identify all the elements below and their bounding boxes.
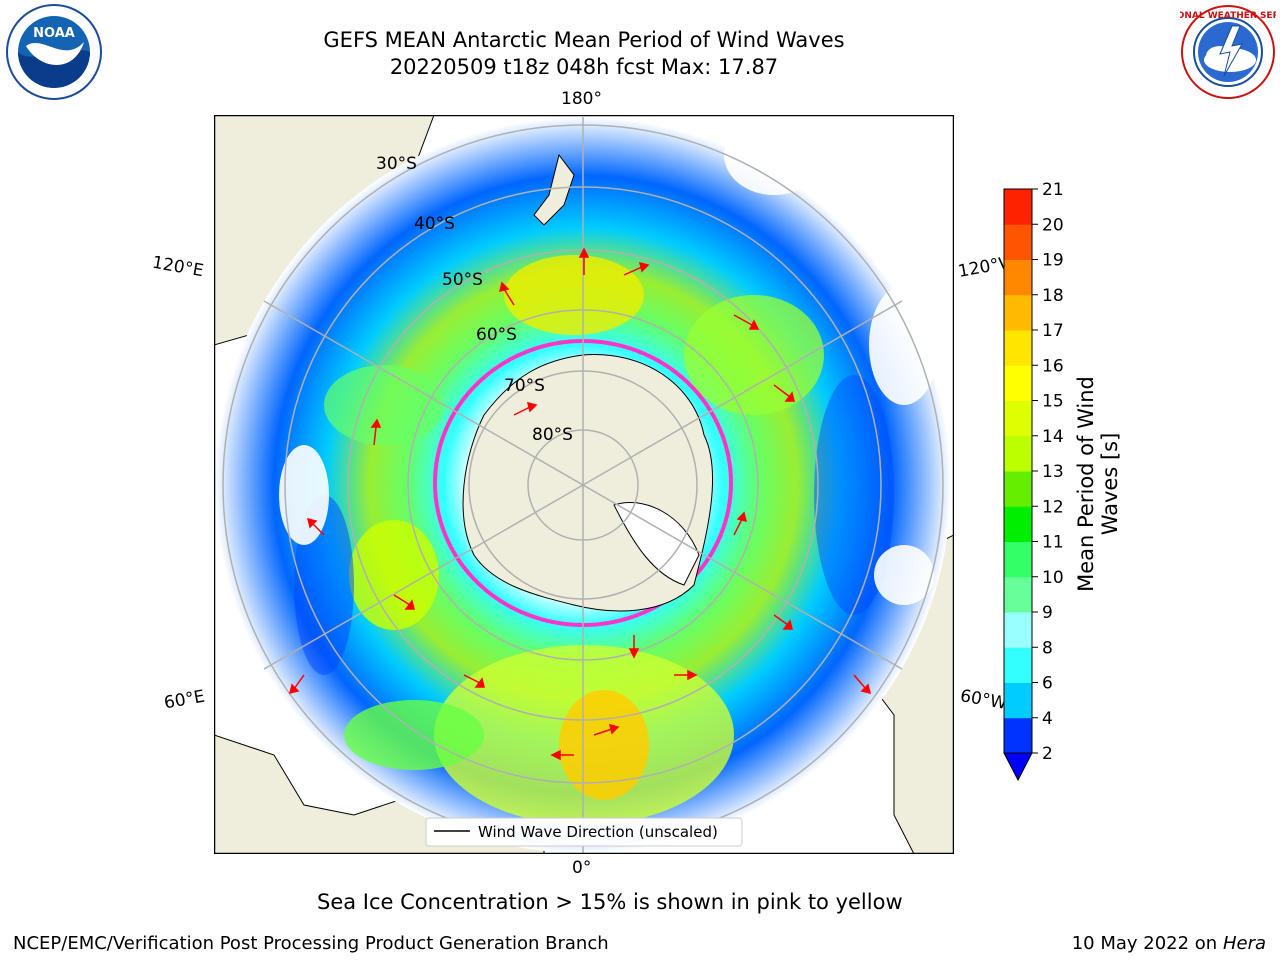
colorbar-label: Mean Period of Wind Waves [s]	[1074, 376, 1122, 592]
lat-label-60: 60°S	[476, 325, 517, 345]
lon-label-180: 180°	[561, 89, 602, 109]
nws-logo: NATIONAL WEATHER SERVICE	[1180, 5, 1276, 99]
footer-date: 10 May 2022 on Hera	[1072, 933, 1266, 954]
map-legend: Wind Wave Direction (unscaled)	[425, 817, 743, 847]
colorbar-swatch	[1004, 365, 1032, 401]
land-new-zealand	[533, 153, 575, 226]
colorbar-tick-label: 2	[1042, 744, 1053, 764]
colorbar-tick-label: 11	[1042, 533, 1064, 553]
lon-label-120e: 120°E	[150, 252, 206, 282]
graticule	[222, 117, 944, 853]
colorbar-tick-label: 19	[1042, 251, 1064, 271]
colorbar-swatch	[1004, 435, 1032, 472]
colorbar-swatch	[1004, 541, 1032, 578]
colorbar-tick-label: 18	[1042, 286, 1064, 306]
lat-label-70: 70°S	[504, 376, 545, 396]
colorbar-tick-label: 15	[1042, 392, 1064, 412]
colorbar-tick-label: 4	[1042, 709, 1053, 729]
lon-label-60e: 60°E	[162, 686, 207, 714]
plot-subtitle: 20220509 t18z 048h fcst Max: 17.87	[389, 55, 779, 79]
colorbar-swatch	[1004, 330, 1032, 366]
colorbar-tick-label: 8	[1042, 638, 1053, 658]
lat-label-40: 40°S	[414, 214, 455, 234]
colorbar-swatch	[1004, 717, 1032, 754]
colorbar: 2 4 6 8 9 10 11 12 13 14 15 16 17 18 19 20 21	[1003, 180, 1064, 782]
colorbar-tick-label: 16	[1042, 356, 1064, 376]
colorbar-swatch	[1004, 224, 1032, 260]
colorbar-ticks: 2 4 6 8 9 10 11 12 13 14 15 16 17 18 19 20 21	[1032, 180, 1064, 764]
colorbar-tick-label: 14	[1042, 427, 1064, 447]
footer-host: Hera	[1222, 933, 1266, 954]
colorbar-tick-label: 9	[1042, 603, 1053, 623]
colorbar-swatch	[1004, 647, 1032, 683]
nws-logo-text: NATIONAL WEATHER SERVICE	[1180, 11, 1276, 21]
plot-title: GEFS MEAN Antarctic Mean Period of Wind …	[323, 28, 845, 52]
colorbar-swatch	[1004, 294, 1032, 331]
colorbar-swatch	[1004, 259, 1032, 296]
colorbar-tick-label: 20	[1042, 215, 1064, 235]
colorbar-swatch	[1004, 576, 1032, 613]
map-frame	[213, 114, 955, 855]
footer-date-text: 10 May 2022 on	[1071, 933, 1218, 954]
colorbar-under-arrow	[1003, 752, 1033, 782]
colorbar-swatches	[1004, 189, 1032, 754]
noaa-logo: NOAA	[6, 4, 102, 100]
footer-credit: NCEP/EMC/Verification Post Processing Pr…	[13, 933, 609, 954]
sea-ice-note: Sea Ice Concentration > 15% is shown in …	[317, 890, 903, 914]
colorbar-swatch	[1004, 682, 1032, 719]
colorbar-tick-label: 10	[1042, 568, 1064, 588]
colorbar-tick-label: 13	[1042, 462, 1064, 482]
lat-labels: 30°S 40°S 50°S 60°S 70°S 80°S	[376, 154, 573, 445]
lon-label-0: 0°	[572, 858, 592, 878]
colorbar-swatch	[1004, 400, 1032, 437]
noaa-logo-text: NOAA	[33, 26, 75, 41]
colorbar-tick-label: 21	[1042, 180, 1064, 200]
polar-map: 30°S 40°S 50°S 60°S 70°S 80°S Wind Wave …	[213, 114, 955, 855]
lat-label-30: 30°S	[376, 154, 417, 174]
map-panel: 30°S 40°S 50°S 60°S 70°S 80°S Wind Wave …	[213, 114, 955, 855]
lat-label-80: 80°S	[532, 425, 573, 445]
colorbar-tick-label: 17	[1042, 321, 1064, 341]
colorbar-swatch	[1004, 612, 1032, 648]
lat-label-50: 50°S	[442, 270, 483, 290]
colorbar-tick-label: 12	[1042, 497, 1064, 517]
colorbar-swatch	[1004, 189, 1032, 225]
colorbar-swatch	[1004, 471, 1032, 507]
legend-label: Wind Wave Direction (unscaled)	[478, 823, 718, 841]
colorbar-swatch	[1004, 506, 1032, 542]
wind-arrows	[288, 247, 872, 761]
colorbar-tick-label: 6	[1042, 674, 1053, 694]
